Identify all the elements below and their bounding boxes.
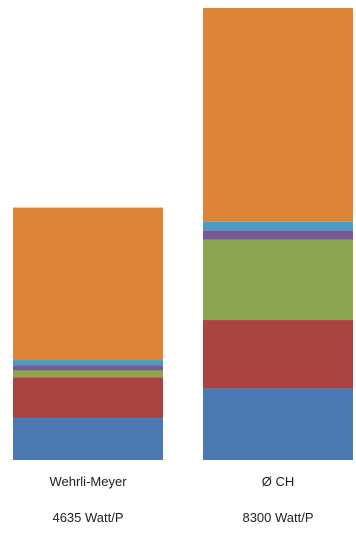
bar-segment-1-6 [13, 207, 163, 361]
category-label-2: Ø CH [262, 474, 295, 489]
bar-segment-2-5 [203, 221, 353, 232]
bar-segment-1-3 [13, 370, 163, 378]
bar-segment-2-3 [203, 239, 353, 321]
bar-segment-1-5 [13, 360, 163, 366]
labels-layer: Wehrli-Meyer 4635 Watt/P Ø CH 8300 Watt/P [49, 474, 313, 525]
bars-layer [13, 8, 353, 460]
bar-segment-1-4 [13, 365, 163, 371]
bar-segment-2-2 [203, 320, 353, 389]
category-label-1: Wehrli-Meyer [49, 474, 127, 489]
bar-segment-2-4 [203, 231, 353, 240]
bar-segment-2-1 [203, 388, 353, 460]
bar-segment-1-2 [13, 377, 163, 419]
category-subtitle-1: 4635 Watt/P [52, 510, 123, 525]
bar-segment-2-6 [203, 8, 353, 222]
category-subtitle-2: 8300 Watt/P [242, 510, 313, 525]
bar-segment-1-1 [13, 418, 163, 460]
